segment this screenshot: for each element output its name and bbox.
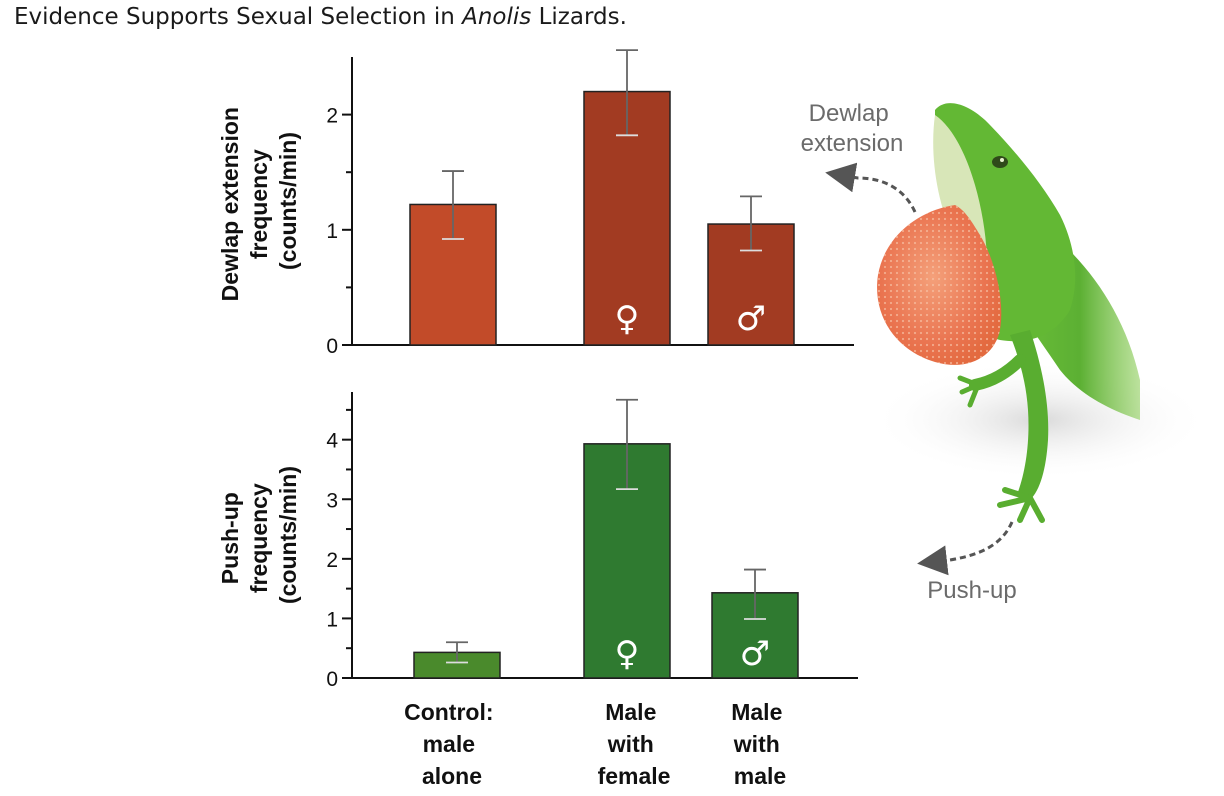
cat-female-line3: female — [598, 763, 671, 789]
pushup-tick-label-1: 1 — [326, 608, 338, 631]
title-genus: Anolis — [462, 4, 532, 30]
cat-control-line3: alone — [422, 763, 482, 789]
cat-male-line1: Male — [731, 699, 782, 725]
lizard-front-leg — [1010, 330, 1049, 500]
dewlap-y-ticks: 0 1 2 — [326, 105, 352, 358]
pushup-tick-label-2: 2 — [326, 549, 338, 572]
pushup-tick-label-3: 3 — [326, 489, 338, 512]
category-label-male: Male with male — [731, 699, 789, 789]
cat-female-line1: Male — [605, 699, 656, 725]
dewlap-annotation-line1: Dewlap — [809, 100, 889, 127]
cat-control-line2: male — [423, 731, 475, 757]
figure-title: Evidence Supports Sexual Selection in An… — [14, 4, 627, 30]
pushup-sex-symbol-2: ♂ — [740, 634, 770, 674]
dewlap-annotation-line2: extension — [801, 130, 904, 157]
pushup-bars: ♀ ♂ — [413, 398, 799, 679]
dewlap-tick-label-0: 0 — [326, 335, 338, 358]
cat-control-line1: Control: — [404, 699, 493, 725]
dewlap-tick-label-2: 2 — [326, 105, 338, 128]
lizard-eye — [992, 156, 1008, 168]
pushup-ylabel: Push-up frequency (counts/min) — [217, 466, 301, 604]
pushup-tick-label-4: 4 — [326, 430, 338, 453]
dewlap-ylabel-line2: frequency — [246, 149, 272, 259]
category-labels: Control: male alone Male with female Mal… — [404, 699, 789, 789]
cat-male-line3: male — [734, 763, 786, 789]
dewlap-sex-symbol-1: ♀ — [615, 299, 640, 339]
lizard-back-foot — [957, 375, 981, 408]
dewlap-arrow — [825, 162, 917, 213]
pushup-ylabel-line3: (counts/min) — [275, 466, 301, 604]
dewlap-ylabel-line3: (counts/min) — [275, 132, 301, 270]
anole-lizard-illustration — [870, 103, 1210, 523]
lizard-eye-highlight — [1000, 158, 1004, 162]
dewlap-bars: ♀ ♂ — [409, 49, 795, 346]
dewlap-chart: 012 ♀ ♂ Dewlap extension frequency (count… — [217, 49, 854, 358]
pushup-ylabel-line2: frequency — [246, 483, 272, 593]
category-label-female: Male with female — [598, 699, 671, 789]
pushup-y-ticks: 0 1 2 3 4 — [326, 408, 352, 691]
pushup-sex-symbol-1: ♀ — [615, 634, 640, 674]
cat-female-line2: with — [607, 731, 654, 757]
dewlap-tick-label-1: 1 — [326, 220, 338, 243]
dewlap-scales — [877, 205, 1002, 365]
cat-male-line2: with — [733, 731, 780, 757]
pushup-annotation: Push-up — [927, 577, 1016, 604]
pushup-arrow — [917, 521, 1014, 576]
dewlap-bar-0 — [409, 203, 497, 346]
lizard-front-foot — [997, 487, 1045, 523]
title-suffix: Lizards. — [531, 4, 627, 30]
category-label-control: Control: male alone — [404, 699, 500, 789]
pushup-tick-label-0: 0 — [326, 668, 338, 691]
title-text: Evidence Supports Sexual Selection in — [14, 4, 463, 30]
dewlap-sex-symbol-2: ♂ — [736, 299, 766, 339]
dewlap-ylabel-line1: Dewlap extension — [217, 107, 243, 301]
dewlap-annotation: Dewlap extension — [801, 100, 904, 157]
dewlap-ylabel: Dewlap extension frequency (counts/min) — [217, 101, 301, 302]
pushup-ylabel-line1: Push-up — [217, 492, 243, 584]
